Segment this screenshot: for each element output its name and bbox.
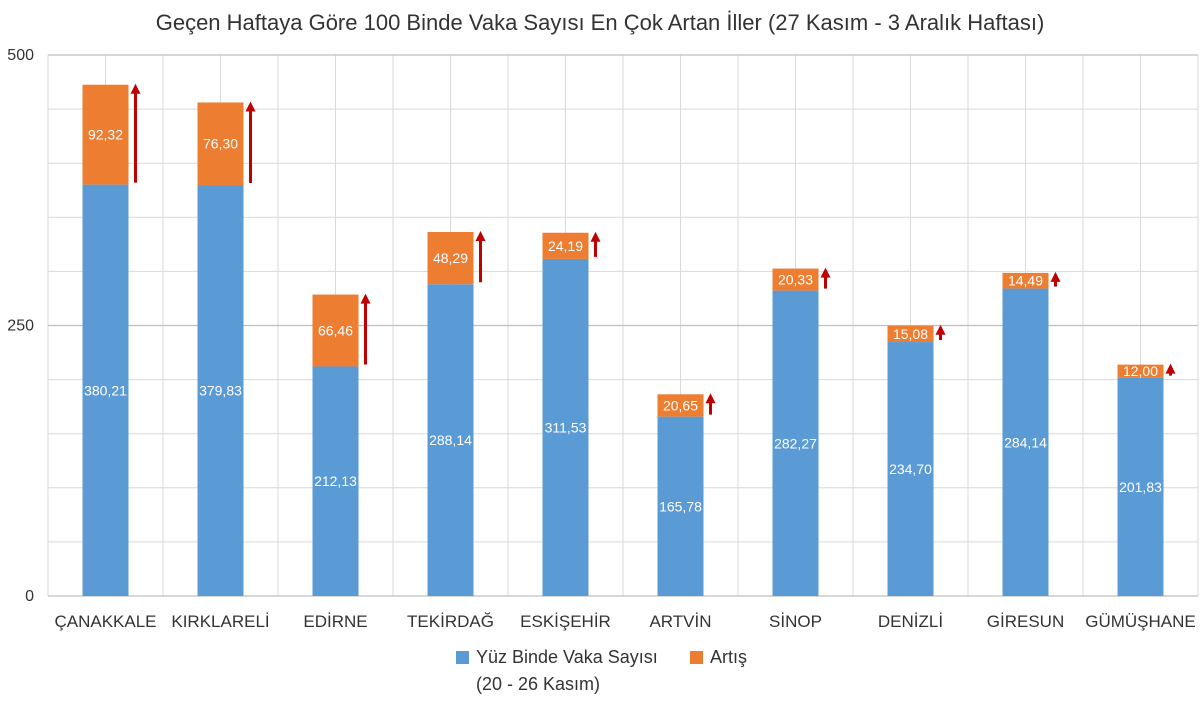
bar-base (772, 290, 819, 596)
increase-arrow-head (705, 393, 716, 404)
y-tick-label: 500 (7, 47, 34, 64)
y-axis-ticks: 0 250 500 (7, 47, 34, 605)
legend-swatch-increase (690, 651, 703, 664)
category-label: TEKİRDAĞ (407, 612, 494, 631)
bar-increase (1002, 272, 1049, 289)
increase-arrow-head (820, 267, 831, 278)
x-axis-labels: ÇANAKKALE KIRKLARELİ EDİRNE TEKİRDAĞ ESKİŞEH… (54, 612, 1195, 631)
chart-title: Geçen Haftaya Göre 100 Binde Vaka Sayısı… (156, 10, 1045, 35)
bar-base (1117, 377, 1164, 596)
y-tick-label: 250 (7, 318, 34, 335)
bar-increase-label: 20,65 (663, 397, 698, 413)
bar-base-label: 201,83 (1119, 479, 1162, 495)
bar-increase (312, 294, 359, 367)
category-label: ÇANAKKALE (54, 612, 156, 631)
bar-base (82, 184, 129, 596)
bar-base-label: 379,83 (199, 383, 242, 399)
bar-base (312, 366, 359, 596)
bar-base-label: 288,14 (429, 432, 472, 448)
bar-base (427, 284, 474, 596)
bar-base-label: 212,13 (314, 473, 357, 489)
category-label: GÜMÜŞHANE (1085, 612, 1196, 631)
bar-increase (427, 231, 474, 285)
bars: 380,21 92,32 379,83 76,30 212,13 66,46 288,14 4… (82, 83, 1176, 597)
bar-increase (772, 268, 819, 291)
increase-arrow-head (590, 231, 601, 242)
bar-base-label: 311,53 (545, 419, 587, 435)
bar-base (542, 258, 589, 596)
category-label: ESKİŞEHİR (520, 612, 611, 631)
bar-increase (887, 325, 934, 343)
bar-increase (197, 102, 244, 186)
legend-label-base: Yüz Binde Vaka Sayısı (476, 647, 658, 667)
bar-increase-label: 92,32 (88, 127, 123, 143)
bar-base-label: 284,14 (1004, 434, 1047, 450)
bar-increase-label: 12,00 (1123, 363, 1158, 379)
bar-base-label: 380,21 (84, 382, 127, 398)
bar-base-label: 234,70 (889, 461, 932, 477)
category-label: SİNOP (769, 612, 822, 631)
bar-increase-label: 15,08 (893, 326, 928, 342)
increase-arrow-head (1165, 363, 1176, 374)
bar-increase (1117, 364, 1164, 378)
bar-base-label: 282,27 (774, 435, 817, 451)
bar-increase (542, 232, 589, 259)
bar-increase-label: 76,30 (203, 136, 238, 152)
bar-base (887, 342, 934, 596)
y-tick-label: 0 (25, 588, 34, 605)
increase-arrow-head (130, 83, 141, 94)
bar-increase-label: 14,49 (1008, 273, 1043, 289)
bar-increase (82, 84, 129, 185)
increase-arrow-head (1050, 271, 1061, 282)
bar-increase-label: 20,33 (778, 272, 813, 288)
legend-swatch-base (456, 651, 469, 664)
bar-increase-label: 48,29 (433, 250, 468, 266)
legend-label-increase: Artış (710, 647, 747, 667)
increase-arrow-head (245, 101, 256, 112)
category-label: KIRKLARELİ (171, 612, 269, 631)
bar-increase-label: 24,19 (548, 238, 583, 254)
bar-base-label: 165,78 (659, 498, 702, 514)
category-label: GİRESUN (987, 612, 1064, 631)
increase-arrow-head (475, 230, 486, 241)
bar-increase-label: 66,46 (318, 323, 353, 339)
category-label: DENİZLİ (878, 612, 943, 631)
legend: Yüz Binde Vaka Sayısı (20 - 26 Kasım) Artı… (456, 647, 747, 694)
increase-arrow-head (360, 293, 371, 304)
bar-base (1002, 288, 1049, 596)
category-label: ARTVİN (649, 612, 711, 631)
bar-base (657, 416, 704, 596)
category-label: EDİRNE (303, 612, 367, 631)
increase-arrow-head (935, 324, 946, 335)
bar-base (197, 185, 244, 597)
legend-label-base-line2: (20 - 26 Kasım) (476, 674, 600, 694)
bar-increase (657, 394, 704, 417)
